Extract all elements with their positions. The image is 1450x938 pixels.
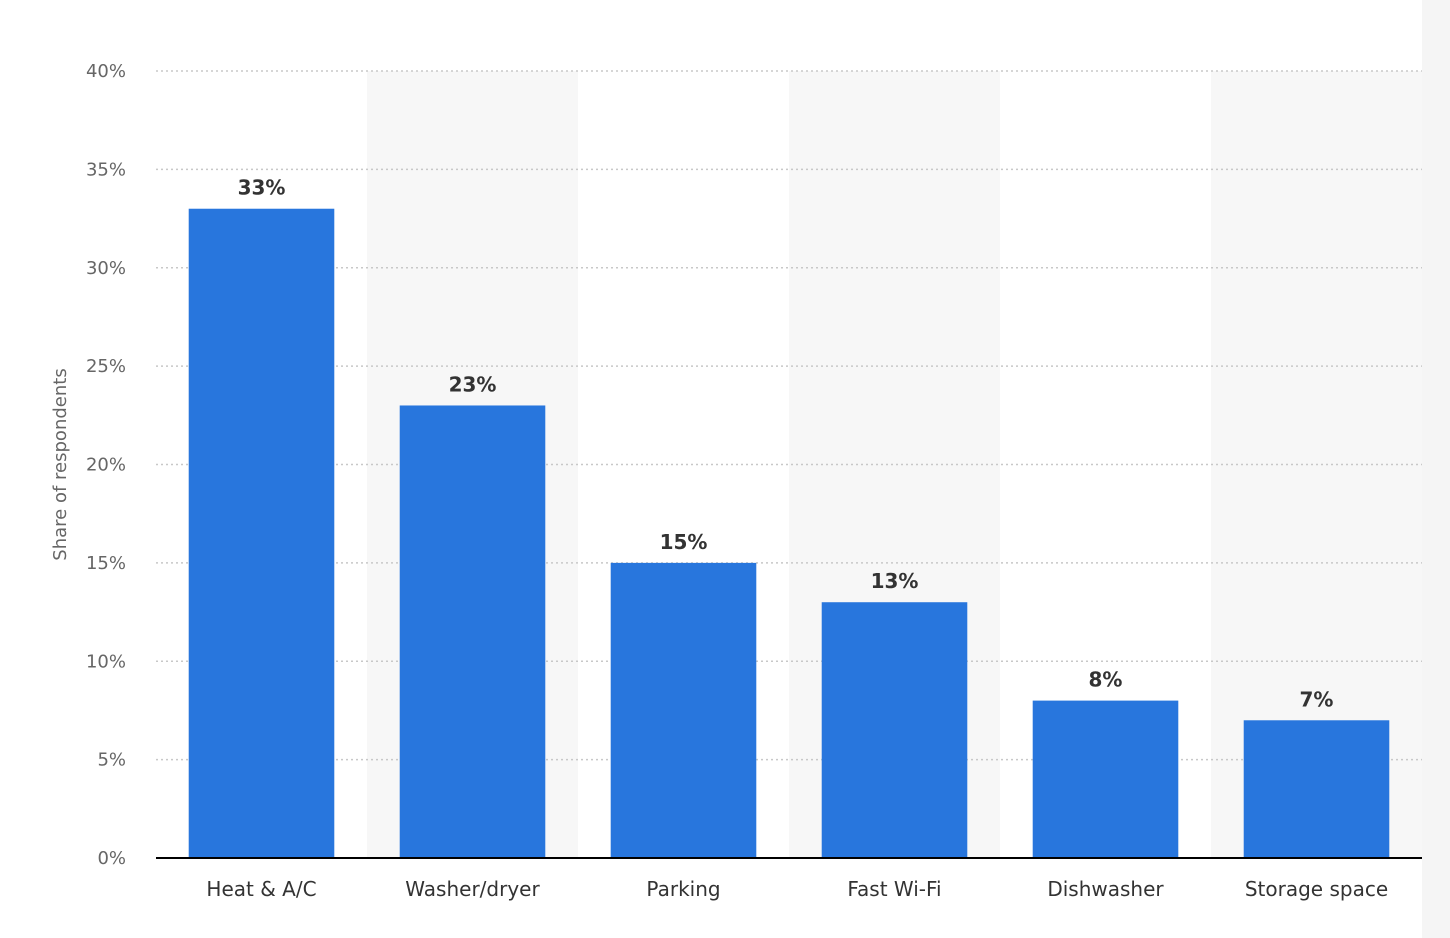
- y-tick-label: 30%: [86, 258, 126, 279]
- y-tick-label: 10%: [86, 651, 126, 672]
- y-tick-label: 0%: [97, 848, 126, 869]
- data-label: 7%: [1300, 687, 1334, 711]
- bar-1[interactable]: [399, 405, 546, 858]
- data-label: 8%: [1089, 668, 1123, 692]
- y-tick-label: 5%: [97, 750, 126, 771]
- x-tick-layer: Heat & A/C Washer/dryer Parking Fast Wi-Fi D…: [206, 877, 1388, 901]
- x-tick-label: Parking: [646, 877, 720, 901]
- value-label-layer: 33% 23% 15% 13% 8% 7%: [238, 176, 1334, 712]
- y-axis-label: Share of respondents: [50, 368, 71, 560]
- data-label: 15%: [660, 530, 708, 554]
- y-tick-label: 40%: [86, 61, 126, 82]
- bar-layer: [188, 208, 1390, 859]
- bar-5[interactable]: [1243, 720, 1390, 858]
- grid-layer: [156, 70, 1422, 761]
- y-tick-label: 25%: [86, 356, 126, 377]
- bar-4[interactable]: [1032, 700, 1179, 858]
- x-tick-label: Heat & A/C: [206, 877, 316, 901]
- data-label: 33%: [238, 176, 286, 200]
- bar-2[interactable]: [610, 562, 757, 858]
- right-edge-strip: [1422, 0, 1450, 938]
- x-tick-label: Washer/dryer: [405, 877, 540, 901]
- y-tick-label: 15%: [86, 553, 126, 574]
- x-tick-label: Dishwasher: [1047, 877, 1164, 901]
- x-tick-label: Storage space: [1245, 877, 1388, 901]
- data-label: 23%: [449, 372, 497, 396]
- y-tick-layer: 0% 5% 10% 15% 20% 25% 30% 35% 40%: [86, 61, 126, 869]
- data-label: 13%: [871, 569, 919, 593]
- bar-3[interactable]: [821, 602, 968, 858]
- y-tick-label: 35%: [86, 159, 126, 180]
- x-tick-label: Fast Wi-Fi: [847, 877, 941, 901]
- y-tick-label: 20%: [86, 455, 126, 476]
- bar-0[interactable]: [188, 208, 335, 859]
